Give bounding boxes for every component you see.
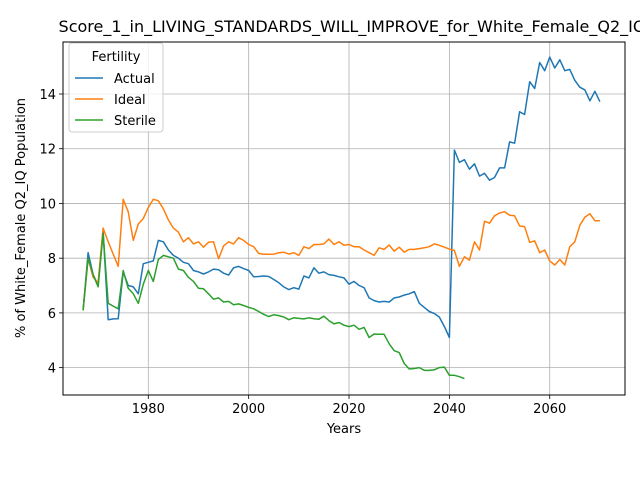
series-line-sterile	[82, 232, 465, 380]
x-tick-label: 1980	[132, 402, 165, 417]
y-tick-label: 4	[48, 362, 56, 377]
series-line-actual	[82, 56, 601, 339]
chart-title: Score_1_in_LIVING_STANDARDS_WILL_IMPROVE…	[59, 17, 640, 37]
x-tick-label: 2000	[232, 402, 265, 417]
plot-frame	[62, 41, 626, 396]
x-tick-label: 2040	[433, 402, 466, 417]
legend: Fertility Actual Ideal Sterile	[68, 42, 164, 133]
axis-ticks: 1980 2000 2020 2040 2060 4 6 8 10 12 14	[39, 88, 566, 417]
legend-label-sterile: Sterile	[114, 114, 156, 129]
legend-box	[68, 42, 164, 133]
x-tick-label: 2060	[533, 402, 566, 417]
y-tick-label: 10	[39, 197, 56, 212]
series-line-ideal	[82, 198, 600, 311]
y-tick-label: 14	[39, 88, 56, 103]
legend-label-ideal: Ideal	[114, 93, 146, 108]
grid	[63, 42, 625, 395]
y-tick-label: 12	[39, 143, 56, 158]
legend-label-actual: Actual	[114, 72, 155, 87]
x-tick-label: 2020	[332, 402, 365, 417]
y-axis-label: % of White_Female Q2_IQ Population	[14, 98, 29, 338]
y-tick-label: 6	[48, 307, 56, 322]
series-layer	[82, 56, 601, 380]
y-tick-label: 8	[48, 252, 56, 267]
x-axis-label: Years	[326, 422, 362, 437]
legend-title: Fertility	[92, 50, 141, 65]
